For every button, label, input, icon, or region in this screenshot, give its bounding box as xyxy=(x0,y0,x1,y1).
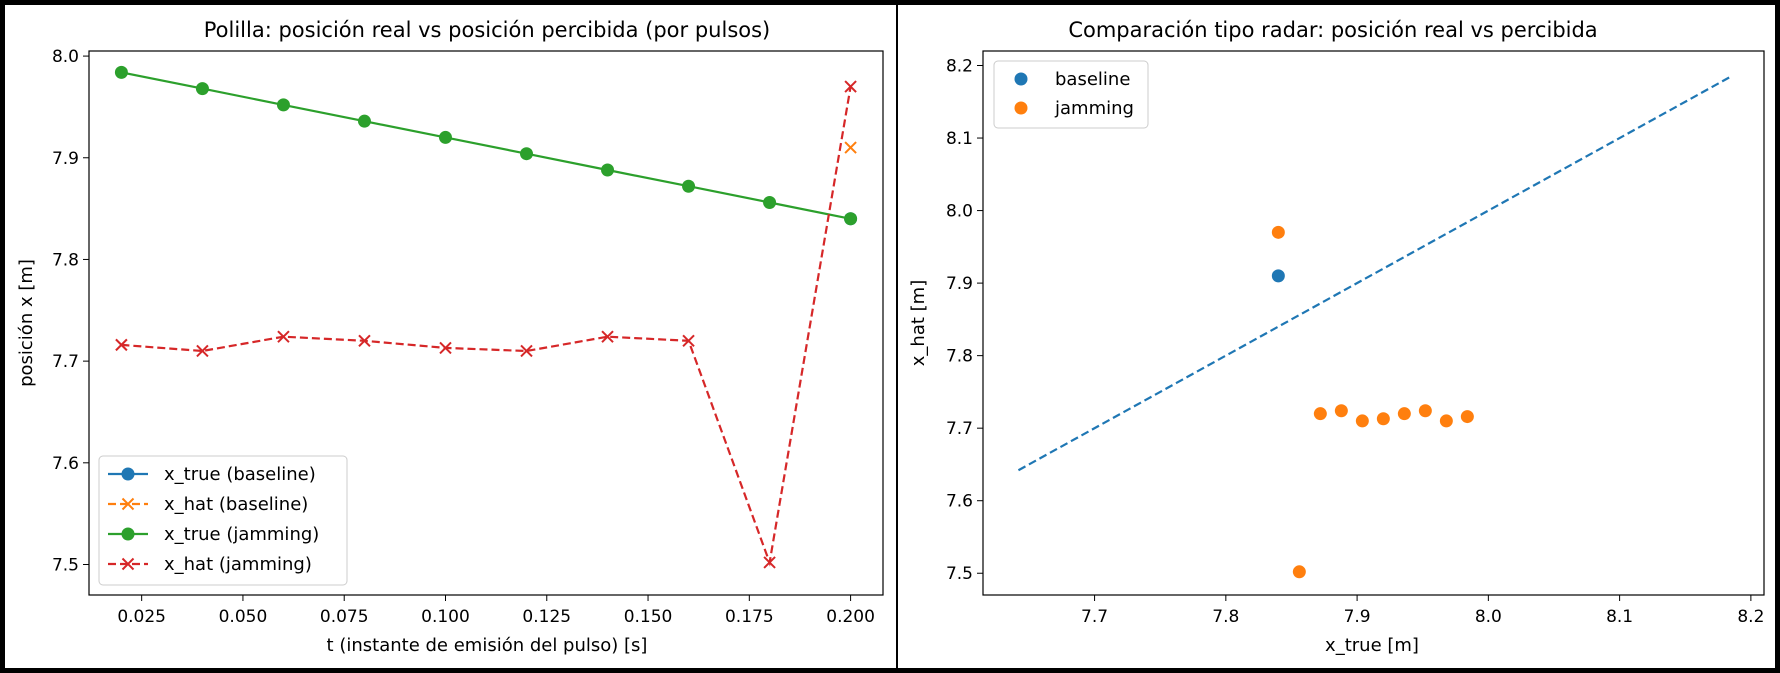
y-tick-label: 7.7 xyxy=(52,352,79,372)
chart-2-x-axis-label: x_true [m] xyxy=(1325,635,1419,656)
legend-label-baseline: baseline xyxy=(1055,69,1130,90)
data-point-x-true-jamming xyxy=(520,147,534,161)
x-tick-label: 7.8 xyxy=(1212,607,1239,627)
data-point-x-hat-jamming xyxy=(358,334,371,348)
data-point-x-hat-jamming xyxy=(196,344,209,358)
legend-marker-handle xyxy=(121,467,135,481)
chart-2-x-ticks: 7.7 7.8 7.9 8.0 8.1 8.2 xyxy=(1081,595,1764,627)
y-tick-label: 7.9 xyxy=(946,274,973,294)
scatter-point-jamming xyxy=(1313,407,1327,421)
scatter-point-jamming xyxy=(1460,410,1474,424)
data-point-x-hat-jamming xyxy=(115,338,128,352)
x-tick-label: 0.200 xyxy=(826,607,875,627)
chart-1-title: Polilla: posición real vs posición perci… xyxy=(204,18,771,42)
chart-1-axes-frame xyxy=(88,50,884,596)
y-tick-label: 7.7 xyxy=(946,419,973,439)
legend-label-x-hat-jamming: x_hat (jamming) xyxy=(164,554,312,575)
y-tick-label: 7.9 xyxy=(52,149,79,169)
x-tick-label: 8.0 xyxy=(1475,607,1502,627)
scatter-point-jamming xyxy=(1355,414,1369,428)
data-point-x-hat-jamming xyxy=(601,330,614,343)
x-tick-label: 0.150 xyxy=(624,607,673,627)
y-tick-label: 8.2 xyxy=(946,57,973,77)
scatter-point-jamming xyxy=(1376,412,1390,426)
x-tick-label: 0.025 xyxy=(117,607,166,627)
y-tick-label: 7.8 xyxy=(946,347,973,367)
chart-1-legend: x_true (baseline) x_hat (baseline) x_tru… xyxy=(98,455,348,586)
legend-label-jamming: jamming xyxy=(1054,98,1134,119)
x-tick-label: 0.125 xyxy=(522,607,571,627)
chart-1-x-ticks: 0.025 0.050 0.075 0.100 0.125 0.150 0.175 0.200 xyxy=(117,595,875,627)
x-tick-label: 8.1 xyxy=(1606,607,1633,627)
legend-label-x-true-jamming: x_true (jamming) xyxy=(164,524,319,545)
scatter-point-baseline xyxy=(1271,269,1285,283)
data-point-x-true-jamming xyxy=(763,196,777,210)
data-point-x-true-jamming xyxy=(682,179,696,193)
chart-2-legend: baseline jamming xyxy=(993,60,1149,129)
x-tick-label: 0.075 xyxy=(320,607,369,627)
series-line-x-true-jamming xyxy=(121,71,851,220)
scatter-chart-series xyxy=(1017,76,1731,579)
scatter-point-jamming xyxy=(1439,414,1453,428)
chart-1-legend-box xyxy=(98,455,348,586)
y-tick-label: 7.5 xyxy=(946,564,973,584)
legend-marker-jamming xyxy=(1014,101,1028,115)
data-point-x-true-jamming xyxy=(601,163,615,177)
x-tick-label: 7.7 xyxy=(1081,607,1108,627)
scatter-point-jamming xyxy=(1271,225,1285,239)
x-tick-label: 8.2 xyxy=(1737,607,1764,627)
legend-label-x-true-baseline: x_true (baseline) xyxy=(164,464,316,485)
legend-marker-handle xyxy=(121,527,135,541)
y-tick-label: 7.8 xyxy=(52,250,79,270)
x-tick-label: 0.175 xyxy=(725,607,774,627)
data-point-x-true-jamming xyxy=(438,130,452,144)
data-point-x-true-jamming xyxy=(276,98,290,112)
y-tick-label: 8.0 xyxy=(52,47,79,67)
scatter-chart-panel: Comparación tipo radar: posición real vs… xyxy=(908,18,1765,656)
data-point-x-hat-jamming xyxy=(763,556,776,569)
scatter-point-jamming xyxy=(1334,404,1348,418)
identity-reference-line xyxy=(1017,76,1731,472)
chart-2-y-ticks: 7.5 7.6 7.7 7.8 7.9 8.0 8.1 8.2 xyxy=(946,57,983,584)
data-point-x-hat-jamming xyxy=(277,330,290,343)
chart-1-x-axis-label: t (instante de emisión del pulso) [s] xyxy=(327,635,648,656)
chart-1-y-axis-label: posición x [m] xyxy=(16,259,37,387)
data-point-x-hat-jamming xyxy=(439,341,452,355)
data-point-x-true-jamming xyxy=(844,212,858,226)
series-line-x-hat-jamming xyxy=(121,86,852,567)
y-tick-label: 8.0 xyxy=(946,202,973,222)
scatter-point-jamming xyxy=(1418,404,1432,418)
data-point-x-hat-jamming xyxy=(520,344,533,358)
data-point-x-true-jamming xyxy=(195,82,209,96)
data-point-x-true-jamming xyxy=(114,65,128,79)
chart-2-y-axis-label: x_hat [m] xyxy=(908,280,929,366)
panel-divider xyxy=(896,0,898,673)
legend-marker-handle xyxy=(121,557,135,571)
line-chart-series xyxy=(114,65,858,569)
x-tick-label: 0.100 xyxy=(421,607,470,627)
scatter-point-jamming xyxy=(1397,407,1411,421)
legend-label-x-hat-baseline: x_hat (baseline) xyxy=(164,494,308,515)
x-tick-label: 7.9 xyxy=(1344,607,1371,627)
data-point-x-hat-jamming xyxy=(682,334,695,348)
line-chart-panel: Polilla: posición real vs posición perci… xyxy=(16,18,884,656)
chart-2-title: Comparación tipo radar: posición real vs… xyxy=(1068,18,1597,42)
data-point-x-hat-jamming xyxy=(844,80,857,93)
y-tick-label: 8.1 xyxy=(946,129,973,149)
y-tick-label: 7.6 xyxy=(946,492,973,512)
data-point-x-true-jamming xyxy=(357,114,371,128)
legend-marker-baseline xyxy=(1014,72,1028,86)
chart-2-legend-box xyxy=(993,60,1149,129)
chart-1-y-ticks: 7.5 7.6 7.7 7.8 7.9 8.0 xyxy=(52,47,89,575)
y-tick-label: 7.6 xyxy=(52,454,79,474)
data-point-x-hat-baseline xyxy=(844,141,857,154)
legend-marker-handle xyxy=(121,497,135,511)
chart-2-axes-frame xyxy=(982,50,1765,596)
scatter-point-jamming xyxy=(1292,565,1306,579)
x-tick-label: 0.050 xyxy=(219,607,268,627)
y-tick-label: 7.5 xyxy=(52,555,79,575)
